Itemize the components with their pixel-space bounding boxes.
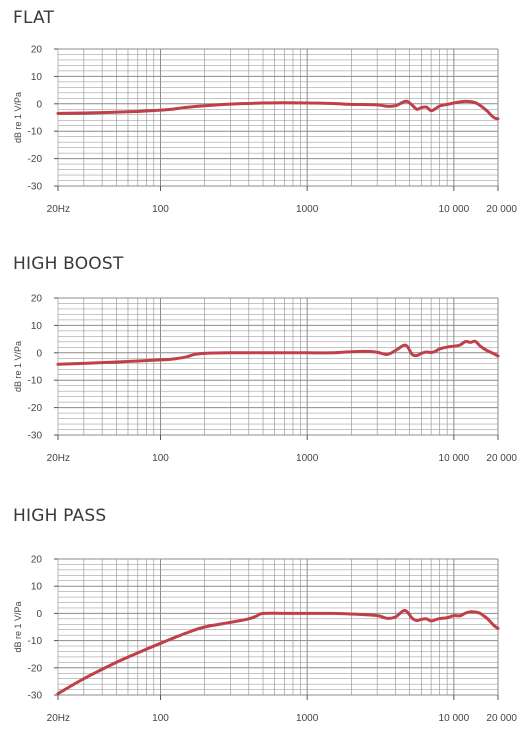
- y-axis-label: dB re 1 V/Pa: [13, 92, 23, 143]
- x-tick-label: 100: [152, 204, 169, 215]
- chart-title: FLAT: [13, 8, 55, 28]
- y-tick-label: -30: [28, 431, 43, 442]
- y-tick-label: 20: [31, 45, 43, 56]
- vertical-grid: [57, 49, 499, 186]
- x-tick-label: 20 000: [486, 204, 517, 215]
- x-tick-label: 20Hz: [47, 453, 70, 464]
- x-tick-label: 10 000: [439, 713, 470, 724]
- horizontal-grid: [58, 48, 498, 187]
- y-tick-label: 20: [31, 294, 43, 305]
- response-curve: [56, 99, 500, 121]
- chart-title: HIGH BOOST: [13, 254, 124, 274]
- y-axis-label: dB re 1 V/Pa: [13, 341, 23, 392]
- y-tick-label: 20: [31, 555, 43, 566]
- x-tick-label: 20Hz: [47, 204, 70, 215]
- x-tick-label: 1000: [296, 204, 319, 215]
- chart-panel-flat: FLAT: [0, 0, 527, 240]
- y-tick-label: -20: [28, 663, 43, 674]
- vertical-grid: [57, 559, 499, 695]
- y-tick-label: -10: [28, 376, 43, 387]
- y-tick-label: -20: [28, 154, 43, 165]
- vertical-grid: [57, 298, 499, 435]
- y-tick-label: 0: [36, 99, 42, 110]
- y-tick-label: -20: [28, 403, 43, 414]
- chart-panel-high-boost: HIGH BOOST: [0, 240, 527, 490]
- x-tick-label: 1000: [296, 713, 319, 724]
- y-tick-label: 10: [31, 321, 43, 332]
- y-tick-label: -10: [28, 636, 43, 647]
- x-tick-label: 10 000: [439, 453, 470, 464]
- y-axis-label: dB re 1 V/Pa: [13, 601, 23, 652]
- y-tick-label: 10: [31, 72, 43, 83]
- x-tick-label: 20 000: [486, 453, 517, 464]
- x-tick-label: 100: [152, 713, 169, 724]
- y-tick-label: 0: [36, 609, 42, 620]
- horizontal-grid: [58, 297, 498, 436]
- y-tick-label: -30: [28, 182, 43, 193]
- chart-title: HIGH PASS: [13, 506, 107, 526]
- y-tick-label: 10: [31, 582, 43, 593]
- chart-panel-high-pass: HIGH PASS: [0, 490, 527, 733]
- y-tick-label: -10: [28, 127, 43, 138]
- x-tick-label: 20Hz: [47, 713, 70, 724]
- y-tick-label: 0: [36, 348, 42, 359]
- horizontal-grid: [58, 558, 498, 696]
- x-tick-label: 1000: [296, 453, 319, 464]
- x-tick-label: 20 000: [486, 713, 517, 724]
- x-tick-label: 100: [152, 453, 169, 464]
- y-tick-label: -30: [28, 691, 43, 702]
- response-curve: [56, 609, 500, 696]
- response-curve: [56, 339, 500, 366]
- x-tick-label: 10 000: [439, 204, 470, 215]
